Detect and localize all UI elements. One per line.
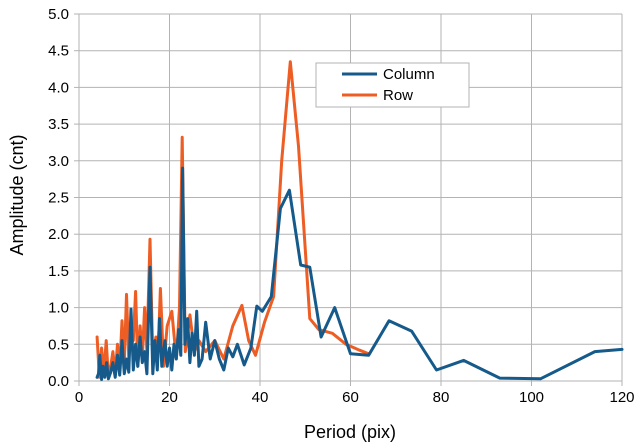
legend: Column Row <box>315 62 470 108</box>
x-tick-label: 120 <box>609 389 634 406</box>
x-tick-label: 100 <box>519 389 544 406</box>
legend-label-column: Column <box>383 66 435 83</box>
legend-label-row: Row <box>383 87 413 104</box>
y-tick-label: 2.5 <box>48 190 69 207</box>
legend-box <box>315 62 470 108</box>
x-tick-label: 60 <box>342 389 359 406</box>
y-tick-label: 1.0 <box>48 300 69 317</box>
series-line-column <box>95 166 624 381</box>
y-tick-label: 3.5 <box>48 116 69 133</box>
y-tick-labels: 0.0 0.5 1.0 1.5 2.0 2.5 3.0 3.5 4.0 4.5 5.0 <box>48 6 69 390</box>
y-tick-label: 3.0 <box>48 153 69 170</box>
x-axis-title: Period (pix) <box>304 422 396 442</box>
y-tick-label: 2.0 <box>48 226 69 243</box>
series-lines <box>95 60 624 381</box>
series-line-row <box>95 60 371 379</box>
x-tick-label: 0 <box>75 389 83 406</box>
y-tick-label: 0.5 <box>48 336 69 353</box>
y-tick-label: 0.0 <box>48 373 69 390</box>
y-tick-label: 1.5 <box>48 263 69 280</box>
y-tick-label: 4.0 <box>48 79 69 96</box>
gridlines <box>78 13 623 382</box>
y-axis-title: Amplitude (cnt) <box>7 134 27 255</box>
x-tick-label: 20 <box>161 389 178 406</box>
axes <box>74 13 623 386</box>
y-tick-label: 5.0 <box>48 6 69 23</box>
x-tick-label: 80 <box>433 389 450 406</box>
y-tick-label: 4.5 <box>48 43 69 60</box>
x-tick-labels: 0 20 40 60 80 100 120 <box>75 389 635 406</box>
x-tick-label: 40 <box>252 389 269 406</box>
